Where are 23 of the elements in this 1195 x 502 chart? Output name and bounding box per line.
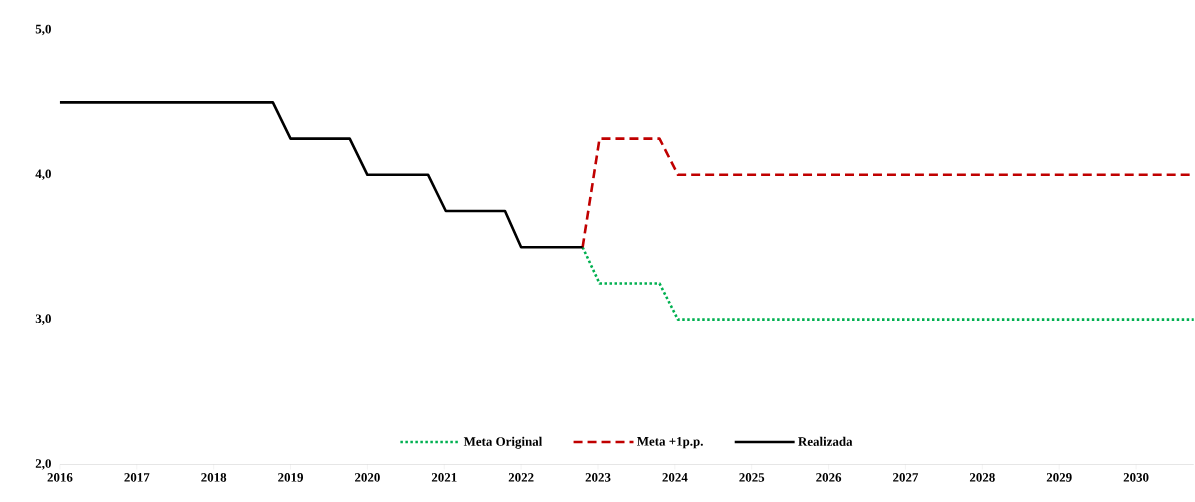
x-tick-label: 2017 <box>124 472 150 482</box>
x-tick-label: 2016 <box>47 472 73 482</box>
legend-label: Meta Original <box>463 436 543 449</box>
x-tick-label: 2024 <box>662 472 688 482</box>
x-tick-label: 2027 <box>893 472 919 482</box>
legend-label: Realizada <box>798 436 853 446</box>
legend-label: Meta +1p.p. <box>637 436 703 449</box>
x-tick-label: 2026 <box>816 472 842 482</box>
x-tick-label: 2030 <box>1123 472 1149 482</box>
x-tick-label: 2022 <box>508 472 534 482</box>
y-tick-label: 2,0 <box>35 458 51 470</box>
line-series <box>58 100 584 249</box>
x-tick-label: 2025 <box>739 472 765 482</box>
x-tick-label: 2029 <box>1046 472 1072 482</box>
x-tick-label: 2018 <box>201 472 227 482</box>
x-tick-label: 2021 <box>431 472 457 482</box>
y-tick-label: 3,0 <box>35 314 51 325</box>
y-tick-label: 5,0 <box>35 24 51 36</box>
x-tick-label: 2020 <box>355 472 380 482</box>
x-tick-label: 2028 <box>969 472 995 482</box>
y-tick-label: 4,0 <box>35 169 51 180</box>
x-tick-label: 2019 <box>278 472 304 482</box>
x-tick-label: 2023 <box>585 472 611 482</box>
